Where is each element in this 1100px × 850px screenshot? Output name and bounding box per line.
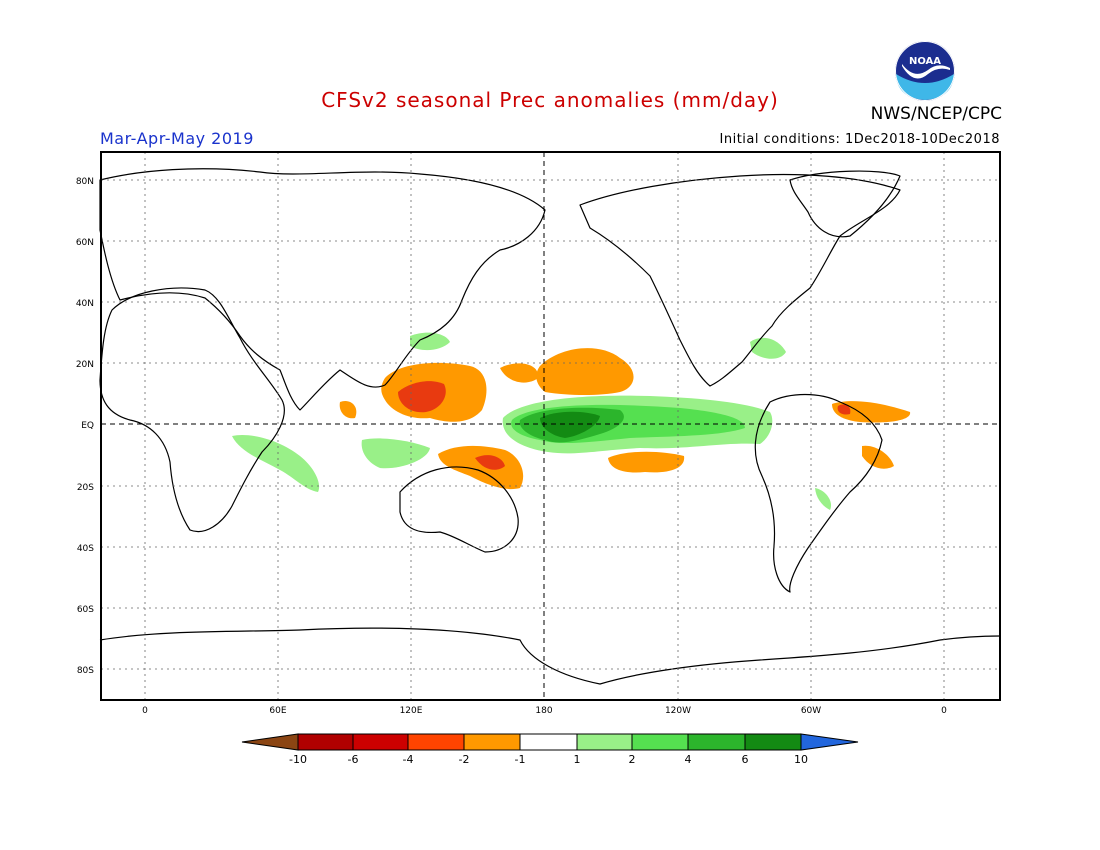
- colorbar-segment: [297, 733, 354, 751]
- coastline-greenland: [789, 170, 901, 238]
- noaa-logo-icon: NOAA: [895, 41, 955, 101]
- dry-anomaly-australia-strong: [475, 455, 505, 470]
- dry-anomaly-atlantic: [832, 401, 911, 423]
- colorbar-label: 10: [794, 753, 808, 766]
- lon-label: 0: [142, 706, 148, 716]
- season-label: Mar-Apr-May 2019: [100, 129, 254, 148]
- wet-anomaly-philippines: [410, 332, 450, 351]
- coastline-south-america: [754, 393, 883, 593]
- lon-label: 180: [535, 706, 552, 716]
- lon-label: 0: [941, 706, 947, 716]
- lat-label: 20S: [77, 483, 94, 493]
- lat-label: 60N: [76, 238, 94, 248]
- lat-label: 80S: [77, 666, 94, 676]
- coastline-eurasia: [99, 168, 546, 411]
- lon-label: 60E: [269, 706, 286, 716]
- lon-label: 60W: [801, 706, 821, 716]
- colorbar-segment: [352, 733, 409, 751]
- lon-label: 120E: [400, 706, 423, 716]
- colorbar-label: 6: [742, 753, 749, 766]
- coastline-antarctica: [99, 627, 1001, 685]
- wet-anomaly-indian-ocean: [232, 434, 320, 492]
- longitude-labels: 0 60E 120E 180 120W 60W 0: [142, 706, 947, 716]
- anomaly-shading: [232, 332, 911, 510]
- colorbar-segment: [576, 733, 633, 751]
- colorbar-segment: [631, 733, 689, 751]
- coastline-africa: [99, 287, 285, 533]
- colorbar-label: -2: [459, 753, 470, 766]
- lat-label: EQ: [81, 421, 94, 431]
- dry-anomaly-north-pacific-2: [500, 363, 539, 383]
- colorbar-label: -4: [403, 753, 414, 766]
- colorbar-segment: [463, 733, 521, 751]
- colorbar: [241, 733, 859, 751]
- lat-label: 40N: [76, 299, 94, 309]
- dry-anomaly-south-pacific: [608, 451, 685, 473]
- colorbar-label: -6: [348, 753, 359, 766]
- colorbar-segment: [519, 733, 578, 751]
- coastline-north-america: [579, 173, 901, 387]
- lat-label: 20N: [76, 360, 94, 370]
- wet-anomaly-indonesia: [361, 438, 430, 469]
- agency-label: NWS/NCEP/CPC: [870, 104, 1002, 124]
- wet-anomaly-darkest: [540, 411, 600, 438]
- map-frame: [100, 151, 1001, 701]
- colorbar-segment: [407, 733, 465, 751]
- colorbar-labels: -10 -6 -4 -2 -1 1 2 4 6 10: [289, 753, 808, 766]
- colorbar-label: 2: [629, 753, 636, 766]
- initial-conditions-label: Initial conditions: 1Dec2018-10Dec2018: [719, 132, 1000, 147]
- lat-label: 80N: [76, 177, 94, 187]
- colorbar-label: 1: [574, 753, 581, 766]
- coastlines: [99, 168, 1001, 685]
- dry-anomaly-indian: [339, 400, 357, 419]
- dry-anomaly-brazil: [862, 445, 894, 469]
- map-title: CFSv2 seasonal Prec anomalies (mm/day): [321, 88, 779, 112]
- latitude-labels: 80N 60N 40N 20N EQ 20S 40S 60S 80S: [76, 177, 94, 676]
- wet-anomaly-caribbean: [750, 337, 786, 359]
- colorbar-segment: [744, 733, 802, 751]
- dry-anomaly-atlantic-strong: [837, 404, 851, 415]
- dry-anomaly-north-pacific: [536, 348, 634, 395]
- lon-label: 120W: [665, 706, 691, 716]
- coastline-australia: [399, 466, 519, 553]
- dry-anomaly-maritime-strong: [398, 381, 446, 413]
- colorbar-label: -1: [515, 753, 526, 766]
- colorbar-arrow-right: [800, 733, 859, 751]
- colorbar-segment: [687, 733, 746, 751]
- wet-anomaly-south-america: [815, 488, 832, 510]
- dry-anomaly-australia-north: [438, 445, 524, 490]
- colorbar-label: -10: [289, 753, 307, 766]
- map-reference-lines: [101, 152, 1000, 700]
- colorbar-label: 4: [685, 753, 692, 766]
- map-grid: [101, 152, 1000, 700]
- lat-label: 60S: [77, 605, 94, 615]
- lat-label: 40S: [77, 544, 94, 554]
- colorbar-arrow-left: [241, 733, 299, 751]
- noaa-logo-text: NOAA: [909, 56, 941, 67]
